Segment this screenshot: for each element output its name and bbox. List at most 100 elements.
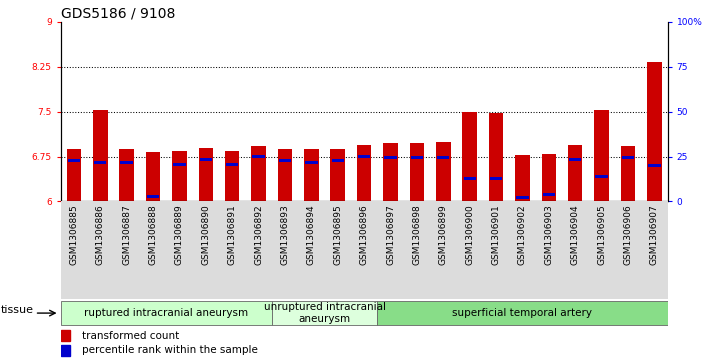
Bar xyxy=(516,196,528,199)
Bar xyxy=(61,345,70,356)
Text: GSM1306900: GSM1306900 xyxy=(466,204,474,265)
Text: GSM1306892: GSM1306892 xyxy=(254,204,263,265)
Bar xyxy=(615,201,641,299)
Text: GSM1306893: GSM1306893 xyxy=(281,204,289,265)
Bar xyxy=(219,201,246,299)
Bar xyxy=(516,155,530,201)
Bar xyxy=(430,201,456,299)
Text: unruptured intracranial
aneurysm: unruptured intracranial aneurysm xyxy=(263,302,386,324)
Text: GSM1306890: GSM1306890 xyxy=(201,204,211,265)
Bar xyxy=(489,113,503,201)
Bar xyxy=(198,147,213,201)
Bar xyxy=(147,195,159,198)
FancyBboxPatch shape xyxy=(61,301,272,325)
Bar xyxy=(68,159,80,162)
Bar xyxy=(140,201,166,299)
Text: ruptured intracranial aneurysm: ruptured intracranial aneurysm xyxy=(84,308,248,318)
Bar xyxy=(272,201,298,299)
Bar xyxy=(456,201,483,299)
Bar xyxy=(278,159,291,162)
Bar xyxy=(66,149,81,201)
Bar xyxy=(568,144,583,201)
Bar xyxy=(403,201,430,299)
Text: tissue: tissue xyxy=(1,305,34,315)
Bar xyxy=(93,110,108,201)
Bar xyxy=(358,155,371,158)
Text: GSM1306885: GSM1306885 xyxy=(69,204,79,265)
Bar xyxy=(61,201,87,299)
Bar xyxy=(463,177,476,180)
Bar xyxy=(542,154,556,201)
Bar xyxy=(166,201,193,299)
Text: GSM1306905: GSM1306905 xyxy=(597,204,606,265)
Bar xyxy=(121,161,133,164)
Bar xyxy=(641,201,668,299)
Text: GSM1306898: GSM1306898 xyxy=(413,204,421,265)
Bar xyxy=(278,149,292,201)
Bar xyxy=(569,158,581,161)
Bar xyxy=(594,110,609,201)
Text: GSM1306899: GSM1306899 xyxy=(439,204,448,265)
Bar xyxy=(588,201,615,299)
FancyBboxPatch shape xyxy=(272,301,377,325)
Bar xyxy=(437,156,450,159)
Bar xyxy=(411,156,423,159)
Bar xyxy=(384,156,397,159)
Bar xyxy=(410,143,424,201)
Bar xyxy=(463,112,477,201)
Bar xyxy=(351,201,377,299)
Bar xyxy=(331,159,344,162)
Bar xyxy=(648,164,660,167)
Text: GSM1306889: GSM1306889 xyxy=(175,204,184,265)
Bar xyxy=(490,177,502,180)
Bar xyxy=(200,158,212,161)
Bar xyxy=(87,201,114,299)
Bar xyxy=(325,201,351,299)
Text: GSM1306886: GSM1306886 xyxy=(96,204,105,265)
Text: GSM1306897: GSM1306897 xyxy=(386,204,395,265)
Text: percentile rank within the sample: percentile rank within the sample xyxy=(82,345,258,355)
Bar xyxy=(383,143,398,201)
Text: GSM1306901: GSM1306901 xyxy=(491,204,501,265)
Text: transformed count: transformed count xyxy=(82,331,179,341)
Text: GSM1306903: GSM1306903 xyxy=(544,204,553,265)
Bar xyxy=(298,201,325,299)
Bar xyxy=(226,163,238,166)
Text: GSM1306906: GSM1306906 xyxy=(623,204,633,265)
Bar xyxy=(536,201,562,299)
Bar xyxy=(620,146,635,201)
Bar xyxy=(119,149,134,201)
Bar xyxy=(304,149,318,201)
Bar xyxy=(193,201,219,299)
Text: GSM1306902: GSM1306902 xyxy=(518,204,527,265)
Bar xyxy=(94,161,106,164)
Bar xyxy=(509,201,536,299)
Bar xyxy=(61,330,70,341)
FancyBboxPatch shape xyxy=(377,301,668,325)
Bar xyxy=(647,62,662,201)
Text: GSM1306904: GSM1306904 xyxy=(570,204,580,265)
Bar xyxy=(146,152,161,201)
Text: GSM1306895: GSM1306895 xyxy=(333,204,342,265)
Text: superficial temporal artery: superficial temporal artery xyxy=(453,308,593,318)
Bar xyxy=(225,151,239,201)
Bar xyxy=(331,149,345,201)
Bar xyxy=(357,144,371,201)
Bar xyxy=(114,201,140,299)
Text: GSM1306887: GSM1306887 xyxy=(122,204,131,265)
Bar xyxy=(436,142,451,201)
Bar xyxy=(251,146,266,201)
Text: GSM1306891: GSM1306891 xyxy=(228,204,237,265)
Bar xyxy=(246,201,272,299)
Bar xyxy=(172,151,186,201)
Bar xyxy=(483,201,509,299)
Bar xyxy=(543,193,555,196)
Bar xyxy=(377,201,403,299)
Bar xyxy=(174,163,186,166)
Bar xyxy=(622,156,634,159)
Text: GSM1306888: GSM1306888 xyxy=(149,204,158,265)
Bar xyxy=(253,155,265,158)
Text: GSM1306894: GSM1306894 xyxy=(307,204,316,265)
Bar xyxy=(595,175,608,178)
Text: GSM1306896: GSM1306896 xyxy=(360,204,368,265)
